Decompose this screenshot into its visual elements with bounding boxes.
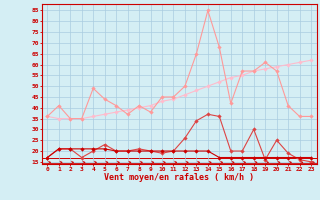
X-axis label: Vent moyen/en rafales ( km/h ): Vent moyen/en rafales ( km/h ) xyxy=(104,173,254,182)
